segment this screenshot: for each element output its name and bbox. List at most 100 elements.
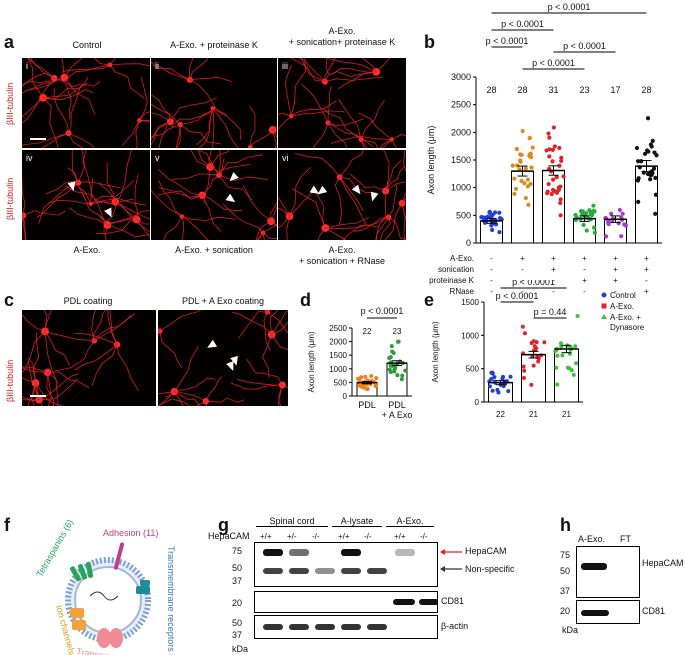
p-value-label: p < 0.0001 (496, 291, 539, 301)
g-marker-75: 75 (232, 546, 243, 556)
data-point (555, 353, 560, 358)
bar (573, 218, 596, 244)
data-point (527, 135, 532, 141)
data-point (489, 377, 494, 382)
data-point (487, 209, 492, 214)
arrowhead-icon (225, 193, 236, 203)
data-point (490, 388, 495, 393)
micrograph-exo: iv (22, 150, 150, 240)
data-point (654, 153, 659, 158)
condition-mark: - (552, 287, 555, 296)
panel-c-title-1: PDL coating (63, 296, 113, 306)
y-tick-label: 0 (343, 392, 348, 401)
data-point (623, 223, 628, 228)
band (289, 568, 309, 574)
data-point (523, 166, 528, 171)
n-label: 31 (548, 85, 558, 95)
band (263, 549, 283, 556)
data-point (527, 153, 532, 159)
data-point (488, 214, 494, 219)
h-marker-75: 75 (560, 550, 571, 560)
y-tick-label: 500 (334, 378, 348, 387)
data-point (642, 151, 648, 156)
p-value-label: p < 0.0001 (563, 41, 606, 51)
adhesion-icon (113, 542, 125, 570)
band (341, 624, 361, 630)
label-tetraspanins: Tetraspanins (6) (34, 520, 75, 579)
data-point (575, 314, 580, 319)
data-point (650, 138, 655, 143)
data-point (567, 366, 572, 371)
arrowhead-icon (309, 185, 320, 194)
data-point (651, 166, 657, 171)
legend-label: Control (610, 291, 636, 300)
legend-marker (601, 303, 607, 309)
y-tick-label: 2500 (329, 324, 347, 333)
data-point (571, 372, 576, 377)
y-tick-label: 1500 (329, 351, 347, 360)
panel-c-ylabel: βIII-tubulin (5, 359, 15, 402)
g-band-nonspecific: Non-specific (465, 564, 515, 574)
data-point (388, 363, 393, 368)
micrograph-exo-sonication: v (151, 150, 277, 240)
panel-a-ylabel-top: βIII-tubulin (5, 82, 15, 125)
data-point (578, 208, 584, 214)
g-blot-hepacam (254, 542, 438, 587)
data-point (620, 211, 625, 216)
data-point (520, 324, 525, 329)
genotype-label: +/+ (338, 532, 350, 541)
data-point (526, 202, 531, 207)
g-arrows (440, 549, 462, 572)
data-point (490, 227, 495, 233)
data-point (551, 125, 556, 130)
data-point (544, 148, 549, 153)
p-value-label: p < 0.0001 (486, 36, 529, 46)
data-point (648, 177, 653, 182)
tetraspanin-icon (70, 566, 81, 582)
p-value-label: p < 0.0001 (548, 2, 591, 12)
condition-label: A-Exo. (450, 254, 474, 263)
data-point (523, 195, 528, 201)
arrowhead-icon (351, 184, 361, 195)
n-label: 22 (363, 327, 372, 336)
n-label: 28 (517, 85, 527, 95)
data-point (603, 234, 609, 239)
arrow-black-icon (440, 566, 445, 572)
data-point (653, 211, 658, 216)
data-point (636, 159, 641, 164)
y-tick-label: 3000 (451, 72, 471, 82)
data-point (362, 385, 367, 390)
data-point (496, 390, 501, 395)
h-kda: kDa (562, 625, 579, 635)
genotype-label: +/- (287, 532, 297, 541)
data-point (534, 340, 539, 345)
condition-mark: + (644, 265, 649, 274)
data-point (520, 128, 525, 134)
data-point (519, 178, 524, 183)
band (289, 549, 309, 556)
label-adhesion: Adhesion (11) (103, 528, 158, 538)
condition-mark: - (583, 265, 586, 274)
data-point (561, 174, 566, 179)
data-point (400, 373, 405, 378)
arrowhead-icon (207, 339, 218, 348)
panel-a-title-3: A-Exo. + sonication+ proteinase K (288, 26, 396, 47)
g-marker-50b: 50 (232, 618, 243, 628)
x-tick-label: PDL (388, 400, 406, 410)
n-label: 23 (579, 85, 589, 95)
h-marker-37: 37 (560, 586, 571, 596)
data-point (388, 355, 393, 360)
data-point (510, 163, 515, 168)
condition-mark: + (644, 287, 649, 296)
x-tick-label: PDL (358, 400, 376, 410)
genotype-label: +/+ (260, 532, 272, 541)
data-point (636, 199, 641, 204)
condition-mark: - (490, 254, 493, 263)
arrowhead-icon (370, 191, 379, 202)
data-point (374, 376, 379, 381)
data-point (531, 363, 536, 368)
data-point (403, 368, 408, 373)
p-value-label: p = 0.44 (534, 307, 567, 317)
chart-b: 0 500 1000 1500 2000 2500 3000 Axon length (μm)… (426, 2, 662, 296)
arrowhead-icon (67, 181, 76, 192)
